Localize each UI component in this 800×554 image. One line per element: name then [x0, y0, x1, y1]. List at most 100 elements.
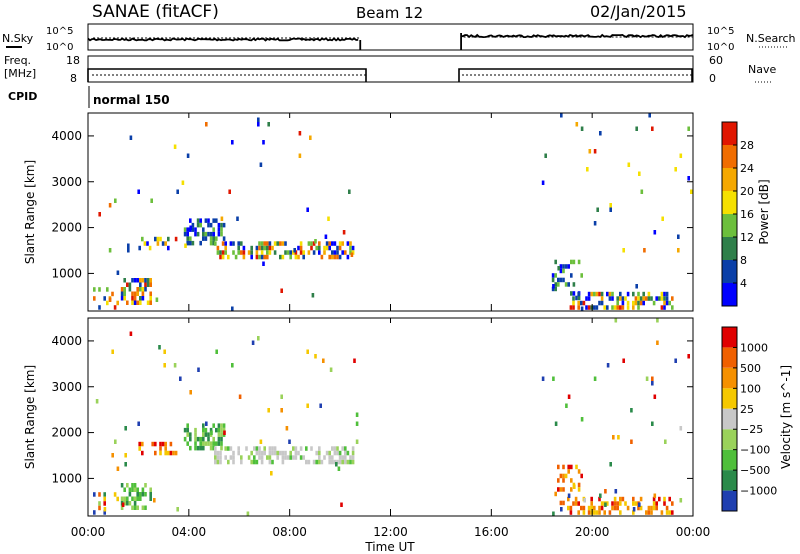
scatter-cell [123, 291, 126, 296]
scatter-cell [298, 131, 302, 136]
scatter-cell [154, 236, 157, 242]
scatter-cell [222, 423, 226, 428]
scatter-cell [562, 268, 565, 274]
scatter-cell [626, 305, 630, 310]
scatter-cell [577, 300, 580, 306]
power-colorbar-label: Power [dB] [757, 179, 771, 244]
colorbar-frame [721, 326, 738, 512]
scatter-cell [141, 487, 145, 492]
scatter-cell [191, 222, 195, 228]
scatter-cell [312, 250, 316, 255]
scatter-cell [120, 291, 124, 296]
scatter-cell [554, 259, 557, 265]
scatter-cell [220, 222, 223, 228]
scatter-cell [292, 446, 295, 451]
scatter-cell [611, 501, 614, 506]
scatter-cell [123, 496, 126, 501]
scatter-cell [276, 455, 279, 460]
scatter-cell [616, 300, 619, 306]
scatter-cell [266, 455, 269, 460]
scatter-cell [179, 376, 182, 381]
scatter-cell [617, 435, 620, 440]
scatter-cell [613, 496, 617, 502]
scatter-cell [621, 296, 625, 301]
scatter-cell [642, 300, 645, 306]
scatter-cell [572, 296, 575, 301]
scatter-cell [128, 282, 132, 287]
scatter-cell [580, 273, 583, 278]
scatter-cell [207, 218, 210, 223]
radar-title: SANAE (fitACF) [92, 2, 219, 22]
scatter-cell [220, 445, 223, 451]
scatter-cell [653, 394, 657, 399]
power-colorbar: 4 8 12 16 20 24 28 [721, 121, 754, 307]
colorbar-tick-label: 12 [740, 231, 754, 244]
scatter-cell [217, 423, 221, 428]
scatter-cell [309, 135, 312, 140]
scatter-cell [671, 501, 674, 506]
scatter-cell [614, 489, 618, 494]
scatter-cell [642, 296, 645, 301]
scatter-cell [123, 501, 126, 506]
scatter-cell [186, 441, 189, 446]
scatter-cell [677, 234, 680, 239]
date-title: 02/Jan/2015 [590, 2, 687, 21]
scatter-cell [222, 427, 226, 433]
scatter-cell [562, 264, 565, 269]
scatter-cell [237, 450, 240, 456]
scatter-cell [554, 282, 557, 287]
scatter-cell [660, 510, 664, 515]
scatter-cell [232, 241, 235, 246]
colorbar-tick-label: 4 [740, 277, 747, 290]
scatter-cell [604, 489, 607, 494]
scatter-cell [149, 492, 152, 497]
scatter-cell [131, 278, 134, 283]
count-tick-high-left: 10^5 [46, 26, 73, 37]
colorbar-tick-label: 8 [740, 254, 747, 267]
scatter-cell [652, 300, 656, 306]
scatter-cell [194, 231, 197, 237]
colorbar-tick-label: 24 [740, 162, 754, 175]
scatter-cell [312, 459, 316, 465]
scatter-cell [331, 446, 334, 451]
scatter-cell [136, 287, 139, 292]
scatter-cell [619, 501, 622, 506]
scatter-cell [656, 340, 659, 345]
scatter-cell [281, 241, 285, 246]
scatter-cell [266, 241, 269, 246]
scatter-cell [120, 496, 124, 501]
scatter-cell [349, 250, 352, 255]
scatter-cell [632, 291, 635, 297]
scatter-cell [251, 340, 255, 345]
scatter-cell [557, 277, 560, 283]
scatter-cell [139, 492, 142, 497]
scatter-cell [250, 450, 253, 456]
scatter-cell [141, 291, 145, 296]
colorbar-swatch [722, 168, 737, 191]
scatter-cell [124, 426, 127, 431]
scatter-cell [355, 412, 359, 417]
scatter-cell [344, 455, 347, 460]
scatter-cell [133, 291, 137, 296]
scatter-cell [663, 296, 666, 301]
scatter-cell [593, 305, 596, 310]
scatter-cell [575, 295, 578, 301]
scatter-cell [679, 153, 683, 158]
scatter-cell [616, 296, 619, 301]
scatter-cell [600, 300, 604, 306]
scatter-cell [255, 446, 259, 451]
scatter-cell [214, 450, 217, 456]
scatter-cell [616, 501, 619, 506]
scatter-cell [593, 510, 596, 515]
scatter-cell [136, 291, 139, 296]
scatter-cell [619, 510, 622, 515]
scatter-cell [634, 296, 638, 301]
scatter-cell [133, 300, 137, 305]
scatter-cell [194, 227, 197, 232]
scatter-cell [136, 505, 139, 510]
scatter-cell [93, 296, 96, 301]
scatter-cell [341, 459, 344, 465]
scatter-cell [284, 450, 287, 456]
scatter-cell [658, 296, 661, 301]
x-tick-label: 20:00 [575, 525, 610, 539]
